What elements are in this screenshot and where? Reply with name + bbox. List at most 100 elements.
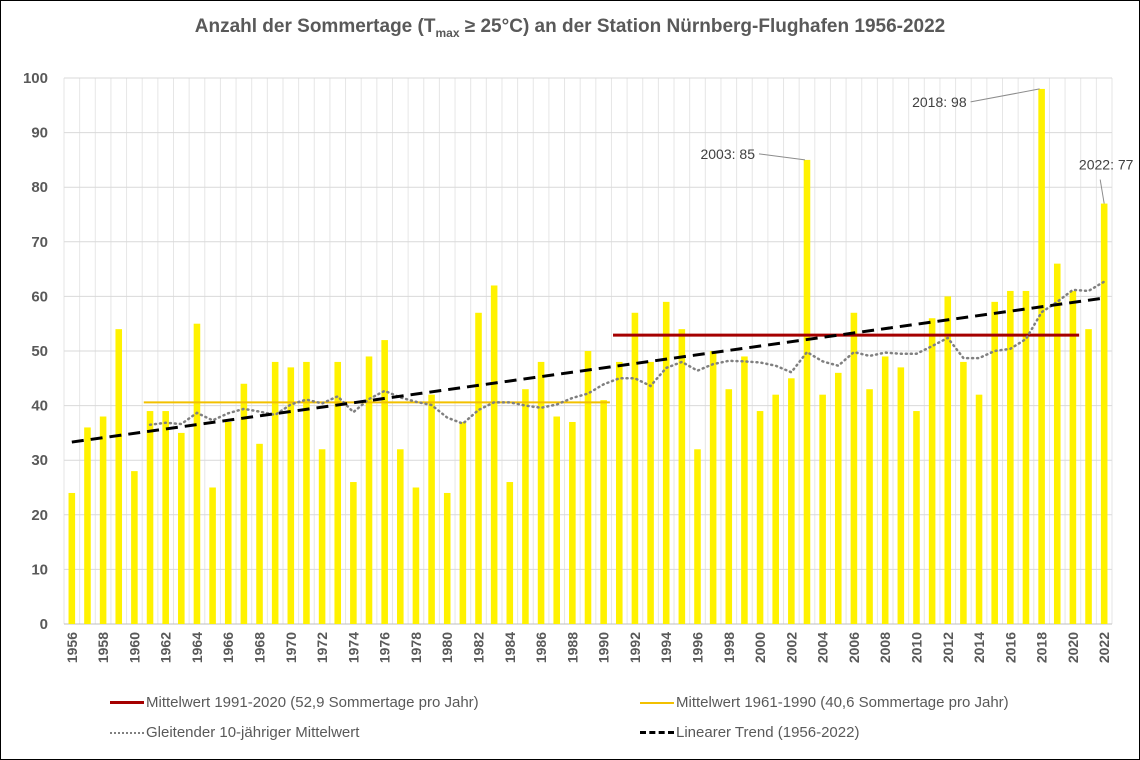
y-tick-label: 0 <box>40 616 48 633</box>
bar-2017 <box>1022 290 1030 624</box>
bar-2008 <box>881 356 889 624</box>
bar-1958 <box>99 416 107 624</box>
linear-trend-line <box>71 296 1105 444</box>
x-tick-label: 2020 <box>1065 632 1081 663</box>
x-tick-label: 1982 <box>471 632 487 663</box>
y-tick-label: 70 <box>31 234 48 251</box>
bar-2005 <box>834 372 842 624</box>
bar-2009 <box>897 367 905 624</box>
bar-1967 <box>240 383 248 624</box>
bar-1957 <box>84 427 91 624</box>
annotation-leader <box>970 88 1040 103</box>
bar-1963 <box>178 432 185 624</box>
x-tick-label: 1980 <box>439 632 455 663</box>
bar-1961 <box>146 411 154 624</box>
legend-label: Mittelwert 1991-2020 (52,9 Sommertage pr… <box>146 694 479 711</box>
x-tick-label: 1994 <box>658 632 674 663</box>
x-tick-label: 1968 <box>252 632 268 663</box>
bar-1964 <box>193 323 201 624</box>
bar-1968 <box>256 443 263 624</box>
bar-2011 <box>928 318 936 624</box>
legend-item-mean-1991-2020: Mittelwert 1991-2020 (52,9 Sommertage pr… <box>110 694 479 711</box>
legend-label: Gleitender 10-jähriger Mittelwert <box>146 724 360 741</box>
x-tick-label: 1960 <box>126 632 142 663</box>
annotation-leader <box>1099 179 1105 204</box>
legend-label: Linearer Trend (1956-2022) <box>676 724 860 741</box>
bar-1993 <box>647 361 654 624</box>
bar-1982 <box>475 312 482 624</box>
x-tick-label: 2004 <box>815 632 831 663</box>
bar-1978 <box>412 487 420 624</box>
bar-2010 <box>913 411 920 624</box>
legend-item-moving-average: Gleitender 10-jähriger Mittelwert <box>110 724 359 741</box>
x-tick-label: 1992 <box>627 632 643 663</box>
legend-label: Mittelwert 1961-1990 (40,6 Sommertage pr… <box>676 694 1009 711</box>
y-tick-label: 90 <box>31 125 48 142</box>
bar-1994 <box>662 301 670 624</box>
annotation-leader <box>758 153 806 161</box>
legend-swatch-red-line <box>110 701 144 704</box>
y-tick-label: 40 <box>31 398 48 415</box>
bar-1995 <box>678 329 686 624</box>
bar-2006 <box>850 312 858 624</box>
y-tick-label: 50 <box>31 343 48 360</box>
bar-1974 <box>350 482 357 624</box>
x-tick-label: 1974 <box>345 632 361 663</box>
x-tick-label: 1990 <box>596 632 612 663</box>
bar-1986 <box>537 361 545 624</box>
x-tick-label: 1998 <box>721 632 737 663</box>
x-tick-label: 1988 <box>564 632 580 663</box>
x-tick-label: 2014 <box>971 632 987 663</box>
legend-item-linear-trend: Linearer Trend (1956-2022) <box>640 724 859 741</box>
moving-average-line <box>148 280 1106 426</box>
x-tick-label: 2016 <box>1002 632 1018 663</box>
bar-1991 <box>615 361 623 624</box>
annotation-label-2003: 2003: 85 <box>700 146 755 162</box>
x-tick-label: 1956 <box>64 632 80 663</box>
bar-2004 <box>819 394 826 624</box>
bar-1997 <box>709 351 717 624</box>
bar-1990 <box>600 400 607 624</box>
x-tick-label: 2022 <box>1096 632 1112 663</box>
bar-2021 <box>1085 329 1092 624</box>
bar-2014 <box>975 394 983 624</box>
x-tick-label: 1996 <box>689 632 705 663</box>
x-tick-label: 1970 <box>283 632 299 663</box>
x-tick-label: 1972 <box>314 632 330 663</box>
bar-1970 <box>287 367 295 624</box>
x-tick-label: 2000 <box>752 632 768 663</box>
x-tick-label: 1984 <box>502 632 518 663</box>
bar-2015 <box>991 301 998 624</box>
bar-1984 <box>506 482 514 624</box>
bar-2018 <box>1038 88 1045 625</box>
bar-1965 <box>209 487 216 624</box>
bar-1998 <box>725 389 733 624</box>
y-tick-label: 30 <box>31 452 48 469</box>
x-tick-label: 1978 <box>408 632 424 663</box>
x-tick-label: 2008 <box>877 632 893 663</box>
bar-1956 <box>68 492 76 624</box>
y-tick-label: 20 <box>31 507 48 524</box>
bar-1981 <box>459 421 467 624</box>
bar-2001 <box>772 394 779 624</box>
legend-swatch-dotted-line <box>110 731 144 734</box>
x-tick-label: 2006 <box>846 632 862 663</box>
bar-1996 <box>694 449 701 624</box>
x-tick-label: 2002 <box>783 632 799 663</box>
bar-1966 <box>224 421 232 624</box>
bar-2012 <box>944 296 952 624</box>
bar-2020 <box>1069 290 1077 624</box>
legend-item-mean-1961-1990: Mittelwert 1961-1990 (40,6 Sommertage pr… <box>640 694 1009 711</box>
bar-2016 <box>1007 290 1014 624</box>
annotation-label-2018: 2018: 98 <box>912 94 967 110</box>
bar-2002 <box>788 378 795 624</box>
x-tick-label: 1958 <box>95 632 111 663</box>
bar-2007 <box>866 389 873 624</box>
bar-1992 <box>631 312 639 624</box>
x-tick-label: 1976 <box>377 632 393 663</box>
chart-title: Anzahl der Sommertage (Tmax ≥ 25°C) an d… <box>194 16 946 40</box>
bar-1972 <box>318 449 326 624</box>
bar-2019 <box>1053 263 1061 624</box>
bar-1975 <box>365 356 373 624</box>
